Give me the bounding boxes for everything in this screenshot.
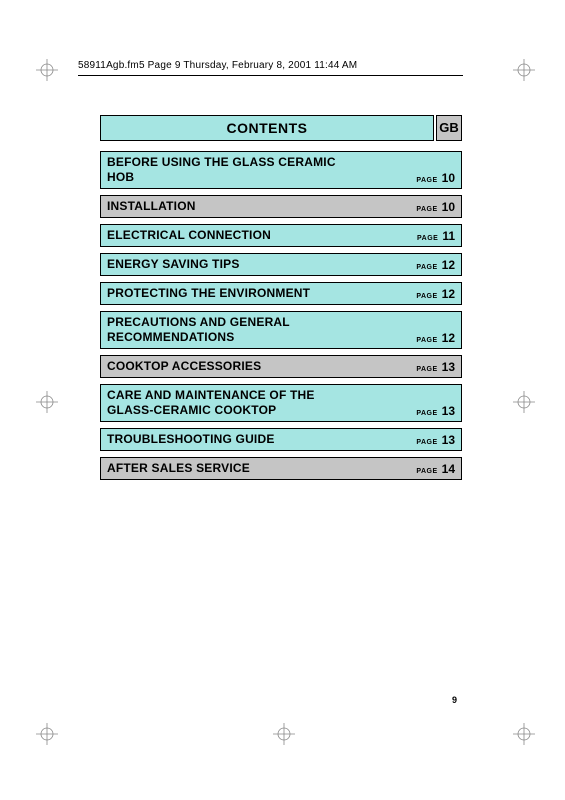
toc-row: PROTECTING THE ENVIRONMENT PAGE 12 xyxy=(100,282,462,305)
page-value: 12 xyxy=(442,287,455,301)
page-value: 13 xyxy=(442,433,455,447)
toc-page: PAGE 13 xyxy=(416,404,455,418)
toc-row: COOKTOP ACCESSORIES PAGE 13 xyxy=(100,355,462,378)
toc-page: PAGE 13 xyxy=(416,433,455,447)
page-value: 13 xyxy=(442,404,455,418)
registration-mark-icon xyxy=(33,56,61,84)
toc-page: PAGE 12 xyxy=(416,331,455,345)
page-label: PAGE xyxy=(417,235,438,242)
page-label: PAGE xyxy=(416,293,437,300)
page-label: PAGE xyxy=(416,177,437,184)
registration-mark-icon xyxy=(33,720,61,748)
contents-title: CONTENTS xyxy=(100,115,434,141)
page-label: PAGE xyxy=(416,366,437,373)
toc-title: PROTECTING THE ENVIRONMENT xyxy=(107,286,310,301)
toc-page: PAGE 10 xyxy=(416,200,455,214)
header-rule xyxy=(78,75,463,76)
page-number: 9 xyxy=(452,695,457,705)
toc-row: INSTALLATION PAGE 10 xyxy=(100,195,462,218)
page-value: 10 xyxy=(442,200,455,214)
toc-page: PAGE 10 xyxy=(416,171,455,185)
toc-list: BEFORE USING THE GLASS CERAMIC HOB PAGE 10… xyxy=(100,151,462,480)
toc-title: ELECTRICAL CONNECTION xyxy=(107,228,271,243)
contents-area: CONTENTS GB BEFORE USING THE GLASS CERAM… xyxy=(100,115,462,486)
toc-title: BEFORE USING THE GLASS CERAMIC HOB xyxy=(107,155,357,185)
toc-page: PAGE 14 xyxy=(416,462,455,476)
page-value: 14 xyxy=(442,462,455,476)
toc-page: PAGE 11 xyxy=(417,229,455,243)
page-value: 12 xyxy=(442,331,455,345)
toc-title: COOKTOP ACCESSORIES xyxy=(107,359,261,374)
registration-mark-icon xyxy=(510,388,538,416)
page-value: 10 xyxy=(442,171,455,185)
toc-page: PAGE 12 xyxy=(416,287,455,301)
toc-row: AFTER SALES SERVICE PAGE 14 xyxy=(100,457,462,480)
page-label: PAGE xyxy=(416,206,437,213)
toc-title: ENERGY SAVING TIPS xyxy=(107,257,240,272)
page-label: PAGE xyxy=(416,439,437,446)
language-badge: GB xyxy=(436,115,462,141)
title-row: CONTENTS GB xyxy=(100,115,462,141)
page-label: PAGE xyxy=(416,410,437,417)
page-label: PAGE xyxy=(416,468,437,475)
toc-title: AFTER SALES SERVICE xyxy=(107,461,250,476)
toc-row: PRECAUTIONS AND GENERAL RECOMMENDATIONS P… xyxy=(100,311,462,349)
toc-page: PAGE 12 xyxy=(416,258,455,272)
registration-mark-icon xyxy=(270,720,298,748)
toc-row: ENERGY SAVING TIPS PAGE 12 xyxy=(100,253,462,276)
page-label: PAGE xyxy=(416,337,437,344)
toc-row: BEFORE USING THE GLASS CERAMIC HOB PAGE 10 xyxy=(100,151,462,189)
toc-title: TROUBLESHOOTING GUIDE xyxy=(107,432,275,447)
toc-page: PAGE 13 xyxy=(416,360,455,374)
toc-row: ELECTRICAL CONNECTION PAGE 11 xyxy=(100,224,462,247)
page-label: PAGE xyxy=(416,264,437,271)
registration-mark-icon xyxy=(510,56,538,84)
toc-title: CARE AND MAINTENANCE OF THE GLASS-CERAMI… xyxy=(107,388,357,418)
running-header: 58911Agb.fm5 Page 9 Thursday, February 8… xyxy=(78,60,357,71)
page-value: 12 xyxy=(442,258,455,272)
page-value: 11 xyxy=(442,229,455,243)
registration-mark-icon xyxy=(33,388,61,416)
page-value: 13 xyxy=(442,360,455,374)
toc-row: TROUBLESHOOTING GUIDE PAGE 13 xyxy=(100,428,462,451)
toc-title: INSTALLATION xyxy=(107,199,196,214)
registration-mark-icon xyxy=(510,720,538,748)
toc-row: CARE AND MAINTENANCE OF THE GLASS-CERAMI… xyxy=(100,384,462,422)
toc-title: PRECAUTIONS AND GENERAL RECOMMENDATIONS xyxy=(107,315,357,345)
